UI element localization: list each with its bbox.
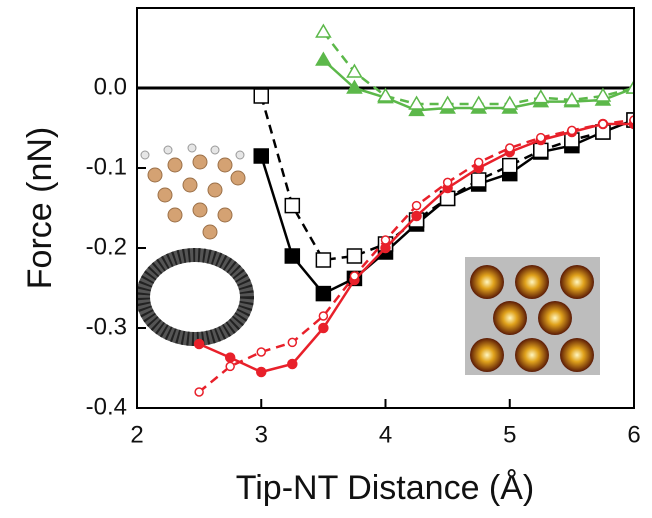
marker: [346, 63, 363, 78]
marker: [625, 79, 634, 94]
marker: [315, 23, 332, 38]
marker: [315, 285, 332, 302]
marker: [315, 252, 332, 268]
marker: [470, 172, 487, 188]
marker: [253, 148, 269, 164]
y-tick-label: 0.0: [94, 73, 127, 100]
marker: [287, 358, 298, 370]
marker: [532, 89, 550, 104]
marker: [594, 87, 612, 102]
x-tick-label: 6: [627, 421, 640, 448]
inset-nanotube: [136, 248, 254, 346]
y-tick-label: -0.1: [86, 153, 127, 180]
marker: [256, 366, 267, 378]
marker: [377, 87, 394, 102]
marker: [315, 51, 332, 66]
marker: [318, 311, 329, 321]
marker: [224, 352, 236, 363]
y-tick-label: -0.3: [86, 313, 127, 340]
marker: [380, 235, 391, 245]
marker: [194, 387, 204, 397]
marker: [411, 200, 422, 211]
marker: [567, 125, 577, 136]
marker: [253, 88, 269, 104]
marker: [411, 210, 422, 222]
inset-molecule: [140, 143, 246, 240]
marker: [346, 79, 363, 94]
marker: [501, 95, 519, 110]
marker: [442, 177, 453, 188]
marker: [470, 95, 487, 110]
marker: [225, 361, 235, 372]
y-tick-label: -0.2: [86, 233, 127, 260]
marker: [193, 338, 205, 350]
marker: [349, 271, 360, 281]
marker: [598, 119, 608, 129]
x-tick-label: 4: [379, 421, 392, 448]
marker: [284, 197, 301, 214]
marker: [439, 95, 456, 110]
plot-area: [137, 23, 634, 397]
marker: [533, 142, 549, 159]
x-tick-label: 5: [503, 421, 516, 448]
marker: [505, 143, 515, 153]
marker: [284, 248, 301, 264]
marker: [473, 157, 484, 168]
marker: [563, 91, 581, 106]
marker: [287, 337, 298, 348]
marker: [346, 248, 363, 264]
x-tick-label: 2: [130, 421, 143, 448]
marker: [408, 95, 425, 110]
x-tick-label: 3: [255, 421, 268, 448]
marker: [256, 347, 266, 357]
y-tick-label: -0.4: [86, 393, 127, 420]
y-axis-label: Force (nN): [21, 127, 59, 289]
marker: [536, 132, 546, 143]
marker: [318, 322, 329, 334]
inset-surface: [465, 257, 600, 375]
marker: [502, 157, 518, 174]
x-axis-label: Tip-NT Distance (Å): [236, 469, 535, 507]
